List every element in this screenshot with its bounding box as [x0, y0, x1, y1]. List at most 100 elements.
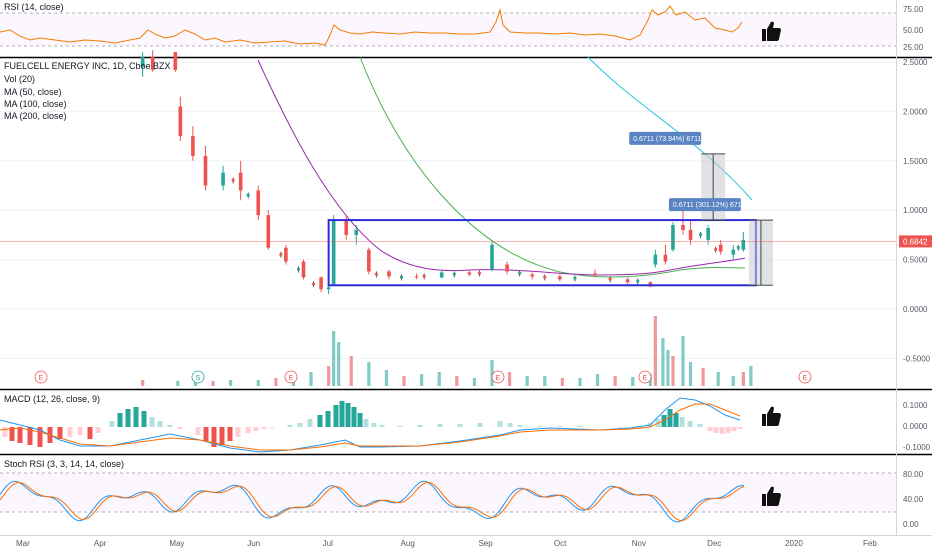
rsi-panel: RSI (14, close) 75.00 50.00 25.00: [0, 2, 924, 52]
price-axis-label: 0.5000: [903, 256, 928, 265]
macd-histogram-bar: [363, 419, 369, 427]
time-axis-label: Apr: [94, 539, 107, 548]
event-earnings-3[interactable]: E: [496, 375, 501, 382]
macd-histogram-bar: [673, 413, 679, 427]
macd-histogram-bar: [37, 427, 43, 447]
time-axis-label: Oct: [554, 539, 567, 548]
macd-histogram-bar: [95, 427, 101, 433]
event-markers[interactable]: E S E E E E: [34, 370, 812, 384]
macd-histogram-bar: [687, 421, 693, 427]
volume-bar: [749, 366, 753, 386]
macd-histogram-bar: [325, 411, 331, 427]
macd-histogram-bar: [345, 403, 351, 427]
candle-body: [150, 57, 155, 70]
volume-bar: [661, 338, 665, 386]
macd-panel: MACD (12, 26, close, 9) 0.1000 0.0000 -0…: [0, 394, 931, 453]
candle-body: [400, 275, 404, 279]
measure-label: 0.6711 (301.12%) 6711: [673, 202, 745, 209]
ma100-legend: MA (100, close): [4, 99, 67, 109]
macd-histogram-bar: [77, 427, 83, 435]
macd-histogram-bar: [477, 423, 483, 427]
volume-bar: [688, 362, 693, 386]
candle-body: [231, 179, 235, 182]
macd-histogram-bar: [437, 424, 443, 427]
price-axis-label: 1.5000: [903, 157, 928, 166]
macd-axis-0.1: 0.1000: [903, 401, 928, 410]
macd-histogram-bar: [269, 427, 275, 428]
candle-body: [625, 279, 630, 283]
stoch-axis-40: 40.00: [903, 495, 924, 504]
stoch-d-line: [0, 481, 745, 522]
event-earnings-5[interactable]: E: [803, 375, 808, 382]
candle-body: [706, 227, 710, 240]
macd-histogram: [2, 401, 743, 447]
volume-bar: [332, 331, 336, 386]
volume-bar: [141, 380, 145, 386]
candle-body: [178, 106, 183, 137]
macd-histogram-bar: [679, 417, 685, 427]
volume-bar: [367, 362, 371, 386]
macd-histogram-bar: [557, 426, 563, 427]
volume-bar: [653, 316, 657, 386]
ma100-line: [359, 56, 746, 278]
macd-histogram-bar: [149, 417, 155, 427]
volume-bar: [631, 377, 635, 386]
candle-body: [467, 272, 472, 275]
time-axis-label: Jul: [323, 539, 333, 548]
volume-bar: [578, 378, 582, 386]
volume-bar: [595, 374, 600, 386]
rsi-axis-25: 25.00: [903, 43, 924, 52]
macd-histogram-bar: [253, 427, 259, 431]
macd-histogram-bar: [357, 413, 363, 427]
volume-bar: [176, 381, 180, 386]
macd-histogram-bar: [211, 427, 217, 447]
volume-bar: [741, 372, 745, 386]
time-axis-label: Dec: [707, 539, 721, 548]
volume-bar: [507, 372, 512, 386]
candle-body: [663, 254, 668, 262]
volume-bar: [701, 368, 705, 386]
candle-body: [490, 244, 494, 270]
event-earnings-4[interactable]: E: [643, 375, 648, 382]
macd-histogram-bar: [245, 427, 251, 433]
thumbs-up-icon: [762, 406, 781, 426]
macd-axis-0: 0.0000: [903, 422, 928, 431]
price-gridlines: [0, 61, 896, 359]
price-tag: 0.6842: [899, 235, 932, 248]
volume-bar: [349, 356, 353, 386]
time-axis-label: Sep: [478, 539, 493, 548]
stoch-axis-0: 0.00: [903, 520, 919, 529]
volume-bar: [211, 381, 215, 386]
price-tag-label: 0.6842: [903, 237, 928, 246]
candlesticks: [140, 50, 746, 295]
event-earnings-2[interactable]: E: [289, 375, 294, 382]
event-earnings-1[interactable]: E: [39, 375, 44, 382]
candle-body: [203, 155, 208, 186]
macd-histogram-bar: [177, 427, 183, 429]
price-axis-label: 2.0000: [903, 107, 928, 116]
range-box[interactable]: [327, 219, 757, 287]
volume-bar: [337, 342, 341, 386]
measure-label: 0.6711 (73.94%) 6711: [633, 136, 701, 143]
macd-histogram-bar: [125, 409, 131, 427]
stoch-legend: Stoch RSI (3, 3, 14, 14, close): [4, 459, 124, 469]
macd-histogram-bar: [507, 423, 513, 427]
measure-tools[interactable]: 0.6711 (73.94%) 6711 0.6711 (301.12%) 671…: [629, 131, 773, 286]
macd-histogram-bar: [339, 401, 345, 427]
candle-body: [296, 267, 300, 271]
candle-body: [374, 272, 378, 276]
macd-histogram-bar: [719, 427, 725, 434]
macd-histogram-bar: [27, 427, 33, 445]
macd-histogram-bar: [333, 405, 339, 427]
volume-bar: [274, 378, 278, 386]
candle-body: [452, 272, 456, 276]
rsi-legend: RSI (14, close): [4, 2, 64, 12]
macd-histogram-bar: [261, 427, 267, 429]
macd-histogram-bar: [167, 425, 173, 427]
candle-body: [246, 193, 250, 197]
time-axis-label: Nov: [632, 539, 646, 548]
ma200-legend: MA (200, close): [4, 111, 67, 121]
volume-bars: [141, 316, 753, 386]
event-split[interactable]: S: [196, 375, 201, 382]
macd-histogram-bar: [227, 427, 233, 441]
